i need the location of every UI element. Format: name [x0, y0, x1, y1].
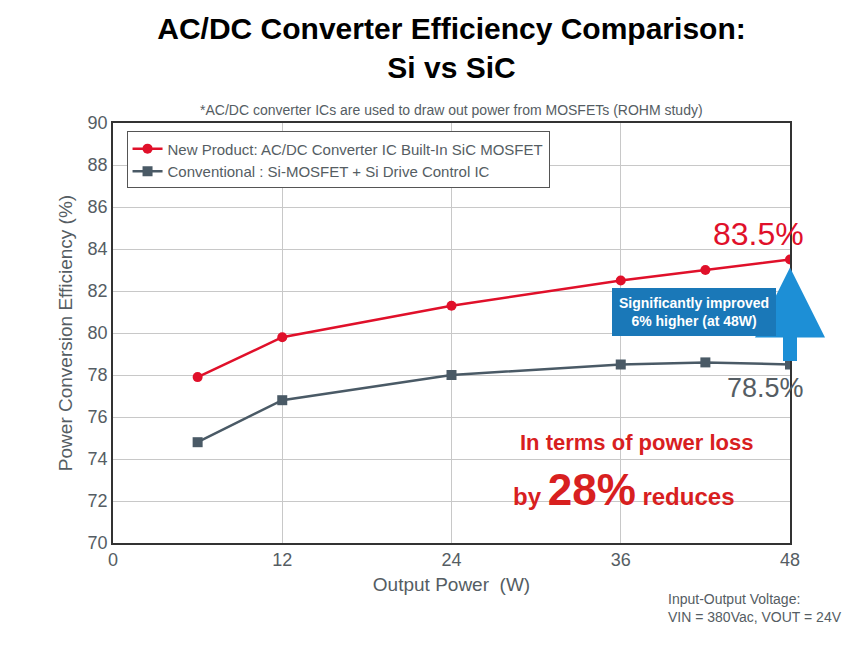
svg-text:24: 24	[441, 550, 461, 570]
svg-text:88: 88	[88, 155, 108, 175]
svg-text:Significantly improved6% highe: Significantly improved6% higher (at 48W)	[619, 295, 769, 329]
svg-text:83.5%: 83.5%	[713, 216, 804, 252]
svg-text:Power Conversion Efficiency (%: Power Conversion Efficiency (%)	[55, 195, 76, 471]
svg-text:AC/DC Converter Efficiency Com: AC/DC Converter Efficiency Comparison:Si…	[157, 12, 745, 84]
svg-text:78.5%: 78.5%	[727, 373, 804, 403]
svg-text:76: 76	[88, 407, 108, 427]
svg-text:12: 12	[272, 550, 292, 570]
svg-text:70: 70	[88, 533, 108, 553]
svg-text:*AC/DC converter ICs are used: *AC/DC converter ICs are used to draw ou…	[200, 102, 703, 118]
svg-text:0: 0	[108, 550, 118, 570]
svg-text:Input-Output Voltage:VIN = 380: Input-Output Voltage:VIN = 380Vac, VOUT …	[668, 591, 842, 625]
svg-text:72: 72	[88, 491, 108, 511]
svg-text:74: 74	[88, 449, 108, 469]
svg-text:48: 48	[780, 550, 800, 570]
svg-text:90: 90	[88, 113, 108, 133]
svg-text:Conventional : Si-MOSFET + Si: Conventional : Si-MOSFET + Si Drive Cont…	[168, 163, 490, 180]
svg-text:In terms of power loss: In terms of power loss	[520, 430, 754, 455]
svg-text:Output Power (W): Output Power (W)	[373, 574, 530, 595]
svg-text:by 28% reduces: by 28% reduces	[513, 465, 734, 514]
svg-text:84: 84	[88, 239, 108, 259]
svg-text:86: 86	[88, 197, 108, 217]
svg-text:36: 36	[611, 550, 631, 570]
svg-text:80: 80	[88, 323, 108, 343]
svg-text:82: 82	[88, 281, 108, 301]
svg-text:New Product: AC/DC Converter I: New Product: AC/DC Converter IC Built-In…	[168, 141, 543, 158]
svg-text:78: 78	[88, 365, 108, 385]
